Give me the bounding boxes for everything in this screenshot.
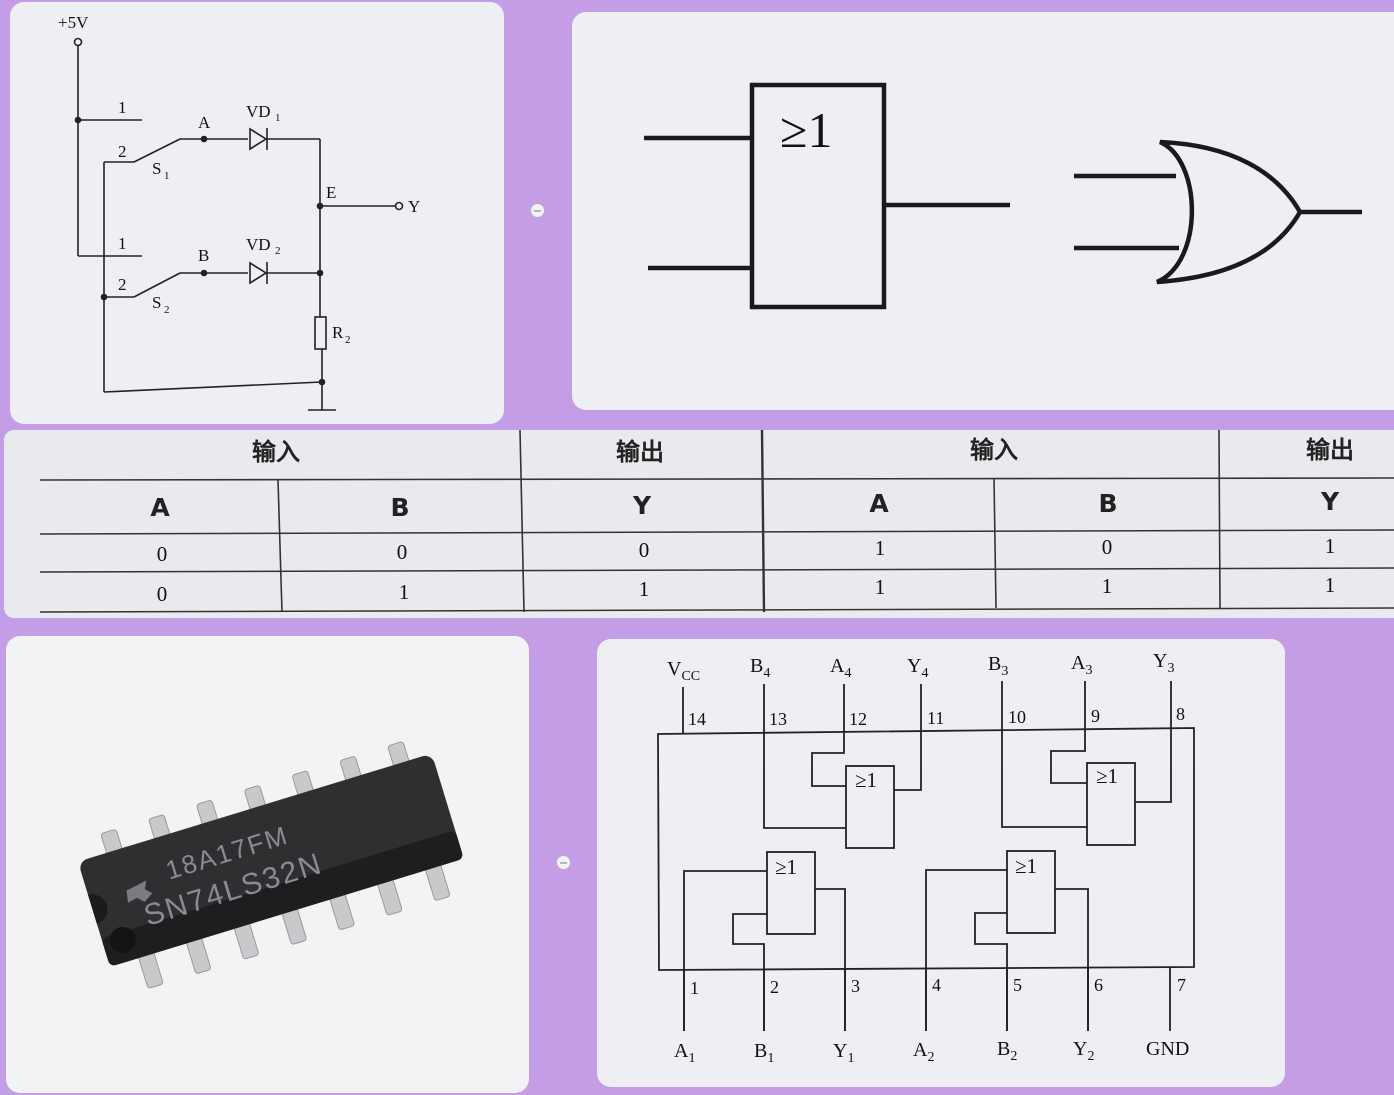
table-cell: 0 xyxy=(397,540,408,564)
resistor-subscript: 2 xyxy=(345,334,351,346)
pin-name-b4: B4 xyxy=(750,655,770,681)
resistor-label: R xyxy=(332,323,344,342)
pin-number: 10 xyxy=(1008,707,1026,727)
pin-name-vcc: VCC xyxy=(667,658,700,684)
pin-number: 11 xyxy=(927,708,944,728)
pin-number: 4 xyxy=(932,975,941,995)
pin-number: 1 xyxy=(690,978,699,998)
diode-or-circuit-diagram: +5V 1 2 S 1 A VD 1 E Y 1 2 S 2 B VD 2 R … xyxy=(58,13,420,411)
sn74ls32n-chip-image: 18A17FM SN74LS32N xyxy=(80,741,463,989)
iec-gate-label: ≥1 xyxy=(780,102,832,158)
pin-name-a1: A1 xyxy=(674,1040,695,1066)
table-cell: 0 xyxy=(1102,535,1113,559)
or-gate-symbols-diagram: ≥1 xyxy=(644,82,1362,310)
or-gate-symbols-panel: ≥1 xyxy=(572,12,1394,410)
table-cell: 1 xyxy=(1102,574,1113,598)
table-cell: 1 xyxy=(1325,573,1336,597)
pin-number: 7 xyxy=(1177,975,1186,995)
switch1-pos2-label: 2 xyxy=(118,142,127,161)
table-cell: 0 xyxy=(639,538,650,562)
right-col-a-header: A xyxy=(869,489,889,518)
diode2-subscript: 2 xyxy=(275,245,281,257)
node-b-label: B xyxy=(198,246,209,265)
pin-name-a3: A3 xyxy=(1071,652,1092,678)
chip-pinout-panel: ≥1 ≥1 ≥1 ≥1 14 13 12 11 10 9 8 VCC B4 A4… xyxy=(597,639,1285,1087)
gate4-label: ≥1 xyxy=(855,768,877,792)
diode1-subscript: 1 xyxy=(275,112,281,124)
supply-label: +5V xyxy=(58,13,89,32)
right-output-header: 输出 xyxy=(1306,436,1354,464)
pin-name-gnd: GND xyxy=(1146,1038,1189,1060)
diode1-label: VD xyxy=(246,102,271,121)
node-e-label: E xyxy=(326,183,336,202)
right-col-y-header: Y xyxy=(1320,487,1340,516)
gate1-label: ≥1 xyxy=(775,855,797,879)
right-col-b-header: B xyxy=(1098,489,1117,518)
left-col-y-header: Y xyxy=(632,491,652,520)
pin-number: 6 xyxy=(1094,975,1103,995)
pin-name-a4: A4 xyxy=(830,655,851,681)
table-cell: 1 xyxy=(1325,534,1336,558)
pin-number: 3 xyxy=(851,976,860,996)
pin-name-y1: Y1 xyxy=(833,1040,854,1066)
gate3-label: ≥1 xyxy=(1096,764,1118,788)
table-cell: 1 xyxy=(875,575,886,599)
ti-logo-icon xyxy=(126,880,153,903)
left-input-header: 输入 xyxy=(252,438,300,466)
diode-or-circuit-panel: +5V 1 2 S 1 A VD 1 E Y 1 2 S 2 B VD 2 R … xyxy=(10,2,504,424)
left-output-header: 输出 xyxy=(616,438,664,466)
pin-number: 8 xyxy=(1176,704,1185,724)
divider-handle-bottom[interactable] xyxy=(557,856,570,869)
pin-name-y2: Y2 xyxy=(1073,1038,1094,1064)
pin-number: 5 xyxy=(1013,975,1022,995)
ansi-or-gate-symbol xyxy=(1074,139,1362,285)
truth-table-panel: 输入 输出 输入 输出 A B Y A B Y 0 0 0 0 1 1 1 0 … xyxy=(4,430,1394,618)
left-col-a-header: A xyxy=(150,493,170,522)
pin-number: 2 xyxy=(770,977,779,997)
pin-name-b1: B1 xyxy=(754,1040,774,1066)
left-col-b-header: B xyxy=(390,493,409,522)
pin-name-y4: Y4 xyxy=(907,655,928,681)
pin-number: 13 xyxy=(769,709,787,729)
table-cell: 1 xyxy=(639,577,650,601)
truth-table: 输入 输出 输入 输出 A B Y A B Y 0 0 0 0 1 1 1 0 … xyxy=(39,430,1394,613)
pin-name-b3: B3 xyxy=(988,653,1008,679)
switch2-pos2-label: 2 xyxy=(118,275,127,294)
diode2-label: VD xyxy=(246,235,271,254)
pin-number: 9 xyxy=(1091,706,1100,726)
table-cell: 1 xyxy=(875,536,886,560)
table-cell: 0 xyxy=(157,582,168,606)
iec-or-gate-symbol: ≥1 xyxy=(644,82,1010,310)
pin-name-a2: A2 xyxy=(913,1039,934,1065)
sn74ls32-pinout-diagram: ≥1 ≥1 ≥1 ≥1 14 13 12 11 10 9 8 VCC B4 A4… xyxy=(657,650,1195,1066)
switch2-pos1-label: 1 xyxy=(118,234,127,253)
node-a-label: A xyxy=(198,113,211,132)
pin-number: 14 xyxy=(688,709,706,729)
switch1-label: S xyxy=(152,159,161,178)
switch2-label: S xyxy=(152,293,161,312)
switch1-pos1-label: 1 xyxy=(118,98,127,117)
chip-photo-panel: 18A17FM SN74LS32N xyxy=(6,636,529,1093)
pin-number: 12 xyxy=(849,709,867,729)
gate2-label: ≥1 xyxy=(1015,854,1037,878)
pin-name-y3: Y3 xyxy=(1153,650,1174,676)
pin-name-b2: B2 xyxy=(997,1038,1017,1064)
right-input-header: 输入 xyxy=(970,436,1018,464)
table-cell: 1 xyxy=(399,580,410,604)
table-cell: 0 xyxy=(157,542,168,566)
switch1-subscript: 1 xyxy=(164,170,170,182)
switch2-subscript: 2 xyxy=(164,304,170,316)
output-y-label: Y xyxy=(408,197,420,216)
divider-handle-top[interactable] xyxy=(531,204,544,217)
